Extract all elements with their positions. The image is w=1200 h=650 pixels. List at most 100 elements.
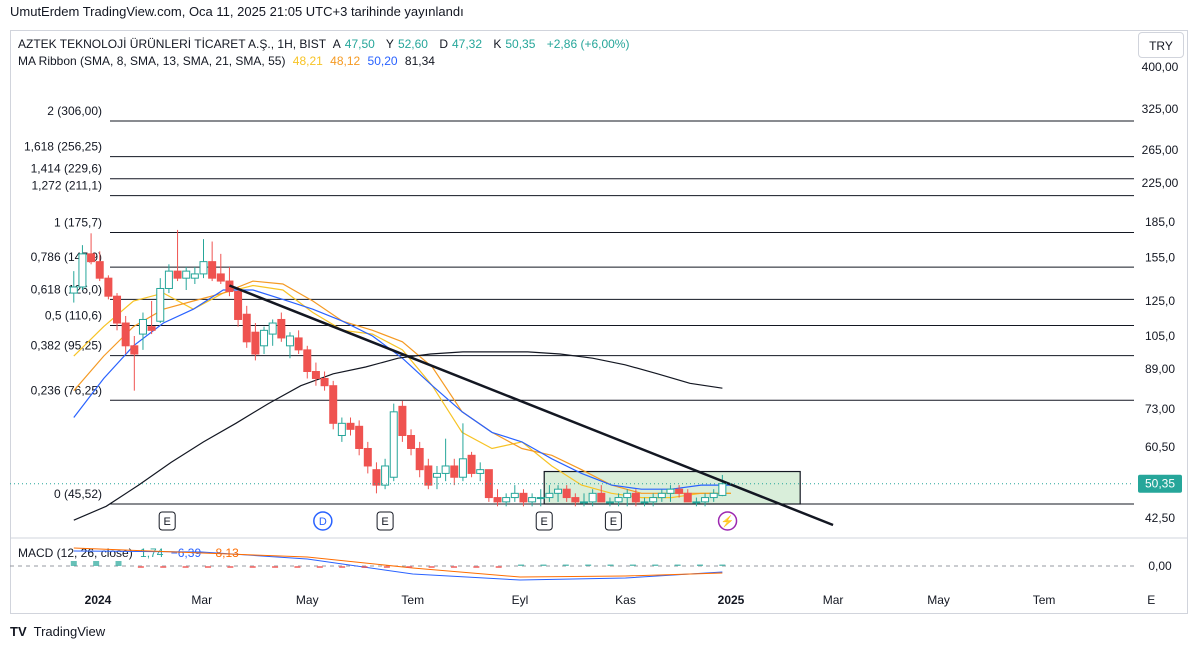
sma55-line bbox=[73, 351, 723, 521]
macd-zero-tick: 0,00 bbox=[1148, 559, 1172, 573]
candle-body-48 bbox=[484, 469, 493, 499]
macd-hist-bar-9 bbox=[272, 566, 279, 568]
macd-hist-bar-23 bbox=[585, 564, 592, 566]
candle-body-45 bbox=[458, 458, 467, 478]
trendline bbox=[228, 284, 834, 527]
candle-body-4 bbox=[104, 277, 113, 297]
high-label: Y bbox=[385, 37, 394, 51]
macd-hist-bar-15 bbox=[406, 566, 413, 568]
candle-body-74 bbox=[709, 492, 718, 499]
x-tick-6: 2025 bbox=[718, 593, 745, 607]
candle-body-57 bbox=[562, 488, 571, 499]
tradingview-name: TradingView bbox=[33, 624, 106, 639]
macd-hist-bar-16 bbox=[428, 566, 435, 568]
candle-body-8 bbox=[138, 318, 147, 335]
candle-body-46 bbox=[467, 454, 476, 474]
close-value: 50,35 bbox=[505, 37, 536, 51]
candle-body-75 bbox=[718, 483, 727, 496]
earnings-icon-2 bbox=[376, 511, 394, 531]
candle-body-65 bbox=[631, 492, 640, 503]
macd-hist-bar-4 bbox=[160, 566, 167, 568]
candle-body-34 bbox=[363, 447, 372, 467]
fib-label-10: 0 (45,52) bbox=[54, 487, 102, 501]
y-tick-10: 60,50 bbox=[1145, 440, 1175, 454]
candle-body-62 bbox=[605, 501, 614, 504]
candle-body-58 bbox=[571, 497, 580, 503]
earnings-label-0: E bbox=[164, 516, 171, 528]
macd-hist-bar-24 bbox=[607, 564, 614, 566]
open-value: 47,50 bbox=[344, 37, 375, 51]
candle-body-67 bbox=[649, 497, 658, 503]
close-label: K bbox=[493, 37, 502, 51]
low-value: 47,32 bbox=[451, 37, 483, 51]
candle-body-50 bbox=[502, 497, 511, 503]
change-value: +2,86 (+6,00%) bbox=[546, 37, 630, 51]
fib-label-1: 1,618 (256,25) bbox=[24, 140, 102, 154]
candle-body-44 bbox=[450, 465, 459, 478]
x-tick-7: Mar bbox=[823, 593, 844, 607]
fib-label-4: 1 (175,7) bbox=[54, 216, 102, 230]
earnings-label-3: E bbox=[541, 516, 548, 528]
macd-hist-bar-5 bbox=[182, 566, 189, 568]
candle-body-1 bbox=[78, 253, 87, 288]
candle-body-30 bbox=[329, 385, 338, 424]
candle-body-73 bbox=[701, 497, 710, 503]
y-tick-0: 400,00 bbox=[1142, 60, 1179, 74]
candle-body-17 bbox=[216, 273, 225, 282]
candle-body-15 bbox=[199, 261, 208, 275]
candle-body-12 bbox=[173, 270, 182, 279]
symbol-name: AZTEK TEKNOLOJİ ÜRÜNLERİ TİCARET A.Ş., 1… bbox=[18, 37, 327, 51]
macd-hist-bar-1 bbox=[93, 561, 100, 566]
candle-body-20 bbox=[242, 313, 251, 343]
macd-hist-bar-7 bbox=[227, 566, 234, 568]
candle-body-52 bbox=[519, 492, 528, 503]
candle-body-53 bbox=[528, 497, 537, 503]
sma55-value: 81,34 bbox=[404, 54, 435, 68]
candle-body-42 bbox=[432, 472, 441, 478]
candle-body-61 bbox=[597, 492, 606, 503]
y-tick-1: 325,00 bbox=[1142, 102, 1179, 116]
candle-body-35 bbox=[372, 469, 381, 486]
candle-body-66 bbox=[640, 501, 649, 504]
footer-brand: TV TradingView bbox=[10, 624, 105, 639]
macd-hist-bar-10 bbox=[294, 566, 301, 568]
ma-ribbon-label: MA Ribbon (SMA, 8, SMA, 13, SMA, 21, SMA… bbox=[18, 54, 286, 68]
candle-body-51 bbox=[510, 492, 519, 499]
macd-hist-bar-21 bbox=[540, 564, 547, 566]
candle-body-60 bbox=[588, 492, 597, 503]
macd-hist-bar-29 bbox=[719, 564, 726, 566]
earnings-label-2: E bbox=[381, 516, 388, 528]
candle-body-39 bbox=[407, 435, 416, 449]
currency-button[interactable]: TRY bbox=[1138, 32, 1184, 58]
fib-label-6: 0,618 (126,0) bbox=[31, 282, 102, 296]
x-tick-1: Mar bbox=[191, 593, 212, 607]
candle-body-5 bbox=[113, 295, 122, 324]
x-tick-0: 2024 bbox=[85, 593, 112, 607]
earnings-icon-3 bbox=[535, 511, 553, 531]
candle-body-16 bbox=[208, 261, 217, 279]
range-box bbox=[543, 470, 801, 505]
candle-body-21 bbox=[251, 331, 260, 355]
macd-hist-bar-28 bbox=[696, 564, 703, 566]
candle-body-43 bbox=[441, 465, 450, 474]
split-icon-5 bbox=[717, 511, 738, 531]
split-label-5: ⚡ bbox=[721, 515, 735, 528]
x-tick-5: Kas bbox=[615, 593, 636, 607]
macd-hist-bar-25 bbox=[629, 564, 636, 566]
fib-label-2: 1,414 (229,6) bbox=[31, 162, 102, 176]
high-value: 52,60 bbox=[397, 37, 428, 51]
candle-body-3 bbox=[95, 261, 104, 279]
earnings-icon-4 bbox=[604, 511, 622, 531]
sma21-value: 50,20 bbox=[367, 54, 398, 68]
macd-hist-bar-6 bbox=[204, 566, 211, 568]
macd-hist-bar-19 bbox=[495, 566, 502, 568]
candle-body-40 bbox=[415, 447, 424, 471]
open-label: A bbox=[332, 37, 341, 51]
candle-body-47 bbox=[476, 469, 485, 474]
candle-body-6 bbox=[121, 322, 130, 347]
fib-label-0: 2 (306,00) bbox=[47, 104, 102, 118]
macd-line bbox=[73, 550, 723, 581]
x-tick-3: Tem bbox=[401, 593, 424, 607]
candle-body-36 bbox=[381, 465, 390, 486]
